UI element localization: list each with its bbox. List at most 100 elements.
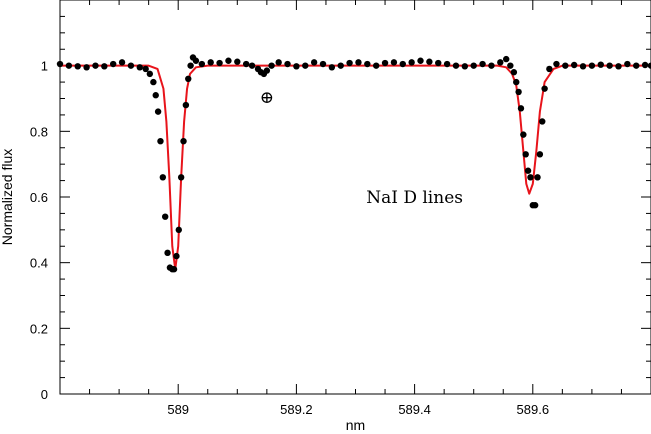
data-point	[539, 118, 546, 125]
data-point	[187, 62, 194, 69]
tick-labels: 589 589.2 589.4 589.6 0 0.2 0.4 0.6 0.8 1	[30, 59, 549, 417]
data-point	[146, 70, 154, 78]
x-tick-label: 589.4	[398, 402, 431, 417]
data-point	[319, 60, 327, 68]
data-point	[615, 63, 622, 70]
data-point	[182, 101, 190, 109]
data-point	[570, 61, 578, 69]
annotation-label: NaI D lines	[366, 188, 463, 208]
data-point	[372, 62, 380, 69]
y-tick-label: 0.8	[30, 124, 48, 139]
x-axis-title: nm	[346, 417, 365, 433]
data-point	[426, 58, 433, 65]
earth-symbol-icon: ⊕	[260, 88, 274, 108]
annotations: NaI D lines ⊕	[260, 88, 463, 208]
data-point	[513, 78, 520, 86]
data-point	[553, 60, 560, 68]
data-point	[381, 59, 389, 67]
data-point	[337, 62, 344, 69]
data-point	[118, 59, 126, 66]
data-point	[263, 67, 271, 74]
data-point	[443, 60, 451, 68]
y-tick-label: 0.2	[30, 321, 48, 336]
data-point	[470, 62, 477, 69]
data-point	[162, 213, 169, 220]
data-point	[488, 62, 495, 69]
data-point	[109, 60, 117, 68]
y-axis-title: Normalized flux	[0, 149, 15, 245]
data-point	[497, 59, 504, 66]
data-point	[275, 59, 282, 66]
data-point	[606, 62, 613, 69]
data-point	[152, 92, 159, 99]
data-point	[520, 131, 527, 138]
data-point	[527, 174, 534, 181]
data-point	[65, 62, 73, 69]
data-point	[310, 59, 318, 66]
data-point	[101, 63, 108, 70]
data-point	[507, 62, 514, 69]
data-point	[185, 75, 192, 83]
data-point	[198, 60, 206, 68]
data-point	[546, 65, 553, 73]
data-point	[479, 60, 486, 68]
data-point	[127, 62, 135, 69]
plot-frame	[59, 0, 651, 395]
data-point	[302, 62, 309, 69]
data-point	[503, 55, 510, 63]
series-observed	[56, 54, 651, 273]
x-tick-label: 589.2	[280, 402, 313, 417]
data-point	[175, 226, 182, 234]
data-point	[142, 65, 149, 73]
data-point	[170, 266, 178, 273]
data-point	[579, 63, 587, 70]
data-point	[541, 85, 548, 92]
data-point	[435, 59, 442, 67]
data-point	[83, 64, 90, 71]
data-point	[517, 105, 525, 112]
data-point	[207, 59, 214, 66]
data-point	[364, 60, 371, 68]
data-point	[399, 60, 406, 68]
data-point	[390, 59, 398, 66]
data-point	[452, 62, 460, 69]
data-point	[531, 202, 539, 209]
data-point	[534, 174, 541, 181]
data-point	[234, 58, 241, 65]
data-point	[346, 59, 353, 67]
y-tick-label: 0	[41, 387, 48, 402]
data-point	[164, 249, 171, 257]
data-point	[56, 60, 64, 68]
data-point	[157, 137, 164, 145]
data-point	[177, 174, 185, 181]
data-point	[159, 174, 167, 181]
data-point	[216, 59, 223, 67]
y-tick-label: 0.4	[30, 256, 48, 271]
data-point	[641, 61, 649, 69]
y-tick-label: 1	[41, 59, 48, 74]
data-point	[510, 69, 518, 76]
data-point	[328, 64, 336, 71]
data-point	[417, 57, 424, 64]
data-point	[150, 78, 157, 86]
data-point	[588, 62, 596, 69]
data-point	[268, 62, 275, 69]
data-point	[92, 62, 99, 69]
data-point	[284, 60, 291, 68]
data-point	[180, 137, 187, 145]
data-point	[154, 108, 162, 115]
x-tick-label: 589.6	[517, 402, 550, 417]
data-point	[522, 151, 529, 158]
fit-line	[60, 64, 651, 271]
data-point	[248, 62, 256, 69]
data-point	[74, 63, 81, 70]
data-point	[192, 57, 200, 64]
data-point	[536, 151, 544, 158]
data-point	[408, 59, 415, 66]
data-point	[633, 62, 640, 69]
data-point	[136, 64, 143, 71]
data-point	[624, 60, 631, 68]
data-point	[461, 63, 469, 70]
data-point	[225, 57, 232, 64]
